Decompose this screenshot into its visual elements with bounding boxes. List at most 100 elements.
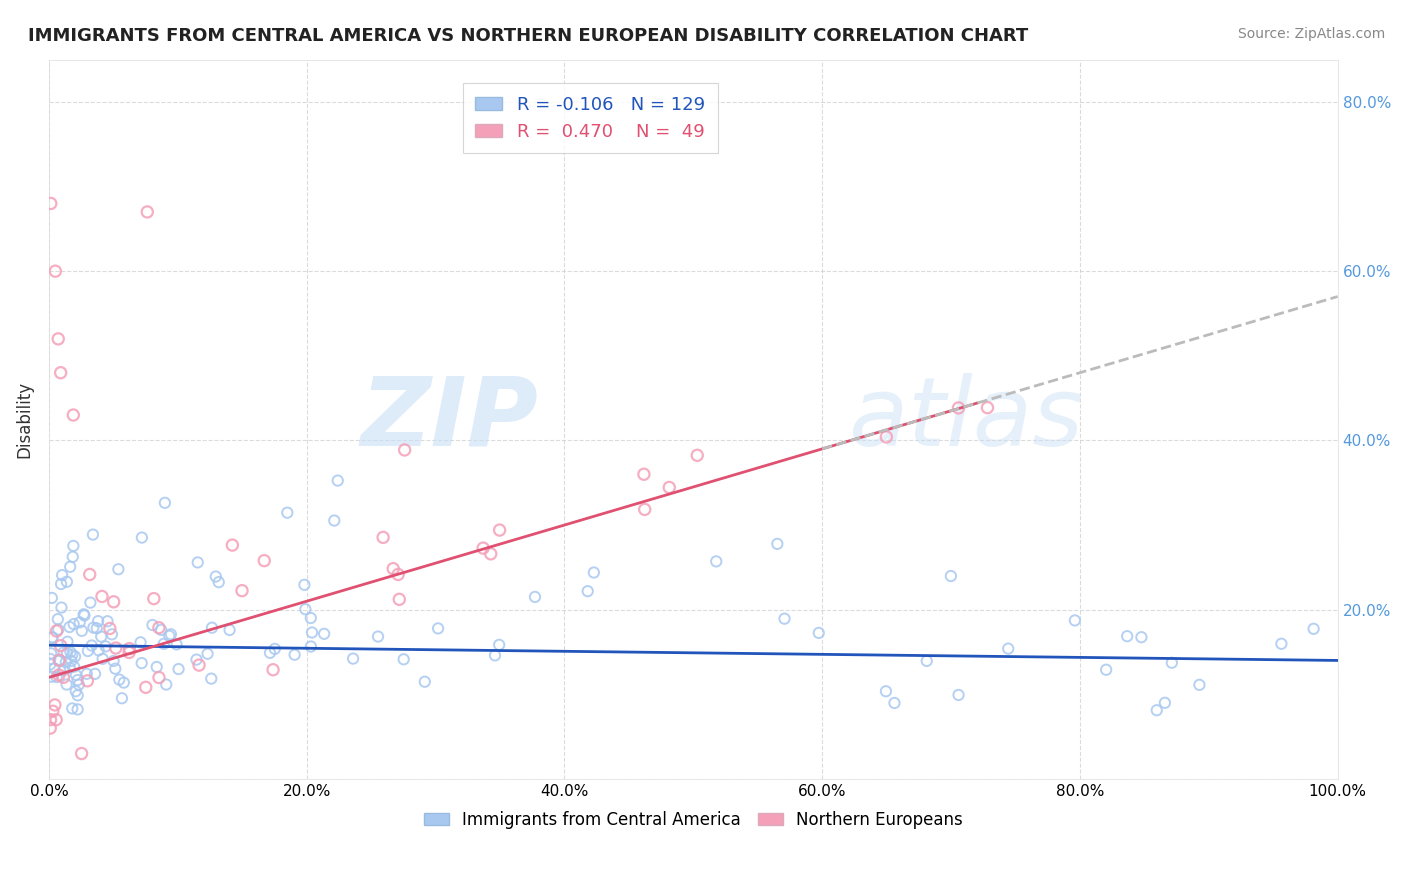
- Point: [39, 196, 62, 211]
- Point: [44, 264, 66, 278]
- Point: [1130, 630, 1153, 644]
- Point: [371, 530, 394, 544]
- Point: [87, 643, 110, 657]
- Point: [70, 624, 93, 638]
- Point: [807, 626, 830, 640]
- Point: [45, 713, 67, 727]
- Point: [48, 668, 70, 682]
- Point: [1153, 696, 1175, 710]
- Point: [1116, 629, 1139, 643]
- Point: [39, 646, 62, 660]
- Text: atlas: atlas: [848, 373, 1083, 466]
- Point: [131, 531, 153, 545]
- Point: [66, 673, 89, 687]
- Point: [524, 590, 547, 604]
- Point: [52, 664, 75, 678]
- Point: [49, 577, 72, 591]
- Point: [56, 646, 79, 660]
- Point: [218, 623, 240, 637]
- Point: [41, 670, 63, 684]
- Point: [160, 627, 183, 641]
- Point: [136, 205, 159, 219]
- Point: [658, 480, 681, 494]
- Point: [67, 678, 90, 692]
- Point: [129, 635, 152, 649]
- Point: [488, 523, 510, 537]
- Point: [44, 698, 66, 712]
- Point: [166, 637, 188, 651]
- Point: [60, 654, 83, 668]
- Y-axis label: Disability: Disability: [15, 381, 32, 458]
- Point: [141, 618, 163, 632]
- Point: [150, 623, 173, 637]
- Point: [576, 584, 599, 599]
- Point: [148, 621, 170, 635]
- Point: [48, 653, 70, 667]
- Point: [91, 652, 114, 666]
- Point: [87, 614, 110, 628]
- Point: [62, 617, 84, 632]
- Point: [148, 671, 170, 685]
- Point: [62, 408, 84, 422]
- Point: [73, 608, 96, 623]
- Point: [51, 568, 73, 582]
- Point: [42, 704, 65, 718]
- Point: [84, 666, 107, 681]
- Point: [62, 539, 84, 553]
- Point: [104, 662, 127, 676]
- Point: [58, 620, 80, 634]
- Point: [167, 662, 190, 676]
- Point: [46, 623, 69, 637]
- Point: [187, 556, 209, 570]
- Point: [111, 691, 134, 706]
- Point: [276, 506, 298, 520]
- Point: [259, 646, 281, 660]
- Point: [142, 591, 165, 606]
- Point: [60, 648, 83, 662]
- Point: [73, 607, 96, 622]
- Point: [55, 677, 77, 691]
- Point: [314, 627, 336, 641]
- Point: [253, 554, 276, 568]
- Text: IMMIGRANTS FROM CENTRAL AMERICA VS NORTHERN EUROPEAN DISABILITY CORRELATION CHAR: IMMIGRANTS FROM CENTRAL AMERICA VS NORTH…: [28, 27, 1028, 45]
- Point: [41, 631, 63, 645]
- Point: [382, 562, 405, 576]
- Point: [39, 721, 62, 735]
- Point: [131, 656, 153, 670]
- Point: [773, 612, 796, 626]
- Point: [91, 590, 114, 604]
- Point: [112, 675, 135, 690]
- Point: [45, 624, 67, 638]
- Point: [56, 634, 79, 648]
- Point: [135, 681, 157, 695]
- Point: [427, 621, 450, 635]
- Point: [997, 641, 1019, 656]
- Point: [875, 684, 897, 698]
- Point: [59, 645, 82, 659]
- Point: [82, 527, 104, 541]
- Point: [388, 592, 411, 607]
- Point: [294, 578, 316, 592]
- Point: [76, 644, 98, 658]
- Point: [948, 688, 970, 702]
- Point: [1270, 637, 1292, 651]
- Point: [488, 638, 510, 652]
- Point: [94, 640, 117, 654]
- Point: [41, 591, 63, 605]
- Point: [342, 651, 364, 665]
- Point: [108, 673, 131, 687]
- Point: [301, 625, 323, 640]
- Point: [66, 689, 89, 703]
- Point: [1160, 656, 1182, 670]
- Point: [98, 622, 121, 636]
- Point: [208, 575, 231, 590]
- Point: [76, 666, 98, 681]
- Point: [634, 502, 657, 516]
- Point: [48, 653, 70, 667]
- Point: [39, 713, 62, 727]
- Point: [875, 430, 897, 444]
- Point: [39, 657, 62, 672]
- Point: [299, 611, 322, 625]
- Point: [52, 645, 75, 659]
- Point: [39, 652, 62, 666]
